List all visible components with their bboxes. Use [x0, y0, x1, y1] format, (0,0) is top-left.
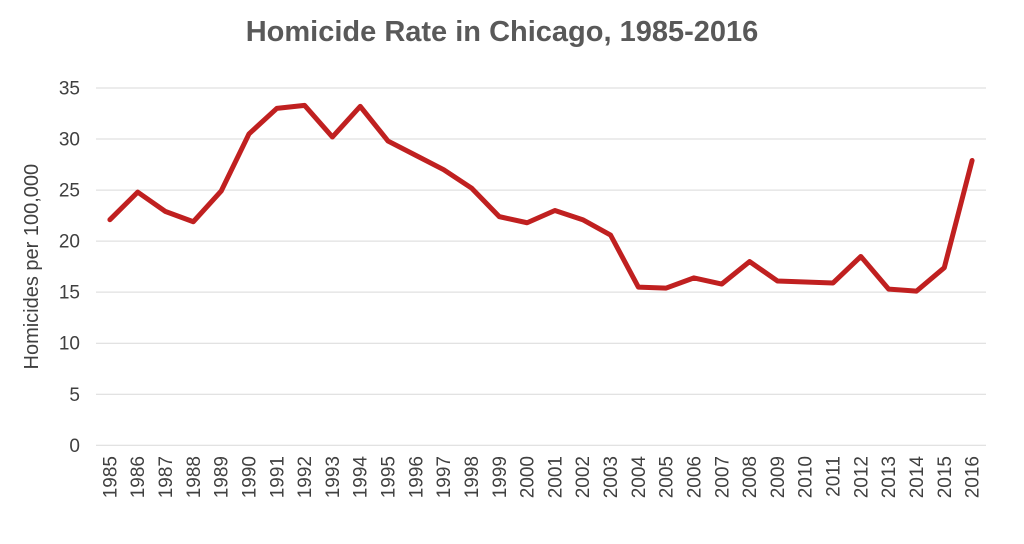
x-tick-label: 1999 — [490, 456, 511, 498]
x-tick-label: 1991 — [267, 456, 288, 498]
x-tick-label: 2014 — [907, 456, 928, 499]
x-tick-label: 1992 — [295, 456, 316, 498]
y-tick-label: 30 — [59, 130, 80, 151]
x-tick-label: 2002 — [573, 456, 594, 498]
x-tick-label: 1990 — [239, 456, 260, 498]
x-tick-label: 2003 — [601, 456, 622, 498]
y-axis-title: Homicides per 100,000 — [21, 164, 43, 370]
data-line-homicide-rate — [107, 102, 975, 294]
x-tick-label: 2010 — [796, 456, 817, 498]
x-tick-label: 2015 — [935, 456, 956, 498]
x-tick-label: 2008 — [740, 456, 761, 498]
y-tick-label: 15 — [59, 283, 80, 304]
x-tick-label: 2004 — [629, 456, 650, 499]
x-tick-label: 2016 — [963, 456, 984, 498]
x-tick-label: 2000 — [518, 456, 539, 498]
x-tick-label: 2006 — [684, 456, 705, 498]
x-tick-label: 1997 — [434, 456, 455, 498]
y-tick-label: 25 — [59, 181, 80, 202]
y-tick-label: 10 — [59, 334, 80, 355]
x-tick-label: 2012 — [851, 456, 872, 498]
y-tick-label: 5 — [69, 385, 80, 406]
x-tick-label: 1996 — [406, 456, 427, 498]
x-tick-label: 2013 — [879, 456, 900, 498]
x-tick-label: 1994 — [351, 456, 372, 499]
x-tick-label: 1998 — [462, 456, 483, 498]
y-tick-label: 35 — [59, 79, 80, 100]
x-tick-label: 2001 — [545, 456, 566, 498]
x-tick-label: 2011 — [824, 456, 845, 497]
y-tick-label: 20 — [59, 232, 80, 253]
x-tick-label: 1985 — [100, 456, 121, 498]
x-tick-label: 2007 — [712, 456, 733, 498]
chart-title: Homicide Rate in Chicago, 1985-2016 — [245, 16, 759, 48]
x-tick-label: 2009 — [768, 456, 789, 498]
x-tick-label: 1987 — [156, 456, 177, 498]
x-tick-label: 2005 — [657, 456, 678, 498]
x-tick-label: 1993 — [323, 456, 344, 498]
y-tick-label: 0 — [69, 436, 80, 457]
x-tick-label: 1988 — [184, 456, 205, 498]
x-tick-label: 1995 — [379, 456, 400, 498]
x-tick-label: 1989 — [212, 456, 233, 498]
x-tick-label: 1986 — [128, 456, 149, 498]
